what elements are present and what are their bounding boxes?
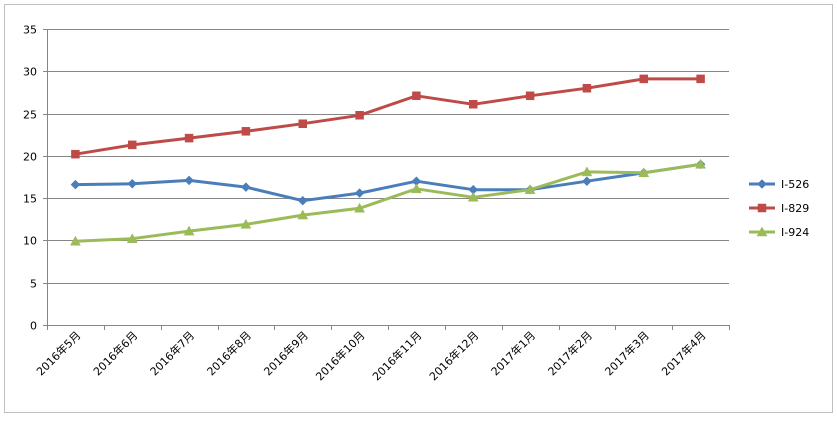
- data-point-I-829: [639, 74, 648, 84]
- data-point-I-924: [183, 225, 195, 236]
- legend-label: I-829: [781, 202, 809, 215]
- data-point-I-829: [128, 140, 137, 150]
- data-point-I-526: [241, 182, 251, 193]
- data-point-I-526: [297, 195, 308, 206]
- y-tick-label: 35: [23, 24, 37, 37]
- legend-item-I-924: I-924: [749, 226, 809, 239]
- data-point-I-829: [184, 133, 194, 143]
- y-tick-label: 15: [23, 193, 37, 206]
- data-point-I-924: [638, 167, 650, 178]
- data-point-I-829: [355, 111, 364, 120]
- data-point-I-829: [582, 83, 592, 93]
- series-I-829: [71, 74, 705, 159]
- data-point-I-526: [184, 175, 194, 186]
- legend-marker-I-829: [757, 203, 767, 213]
- data-point-I-924: [581, 166, 593, 177]
- legend-marker-I-526: [757, 179, 767, 189]
- data-point-I-924: [126, 233, 138, 243]
- data-point-I-526: [582, 176, 592, 187]
- data-point-I-829: [412, 91, 421, 101]
- legend-label: I-526: [781, 178, 809, 191]
- data-point-I-829: [696, 74, 705, 84]
- y-tick-label: 5: [30, 278, 37, 291]
- data-point-I-924: [695, 158, 707, 169]
- data-point-I-829: [71, 149, 80, 159]
- data-point-I-829: [525, 91, 535, 101]
- y-axis-tick-labels: 0 5 10 15 20 25 30 35: [23, 24, 37, 333]
- data-point-I-526: [70, 179, 81, 190]
- series-group: [69, 74, 707, 246]
- data-point-I-829: [469, 100, 478, 109]
- series-line-I-924: [73, 162, 703, 243]
- data-point-I-924: [69, 235, 81, 246]
- legend-item-I-829: I-829: [749, 202, 809, 215]
- data-point-I-924: [354, 202, 366, 213]
- data-point-I-829: [298, 119, 307, 128]
- data-point-I-924: [297, 209, 309, 220]
- data-point-I-924: [240, 218, 252, 229]
- chart-border: [4, 4, 833, 413]
- legend-label: I-924: [781, 226, 809, 239]
- legend: I-526 I-829 I-924: [749, 178, 809, 239]
- legend-item-I-526: I-526: [749, 178, 809, 191]
- data-point-I-526: [354, 188, 365, 198]
- data-point-I-924: [410, 183, 422, 194]
- data-point-I-924: [467, 191, 479, 202]
- legend-marker-I-924: [756, 226, 768, 237]
- y-tick-label: 20: [23, 151, 37, 164]
- y-tick-label: 25: [23, 109, 37, 122]
- series-line-I-829: [73, 77, 703, 156]
- data-point-I-924: [524, 184, 536, 194]
- y-tick-label: 30: [23, 66, 37, 79]
- axes: [43, 29, 730, 330]
- series-I-924: [69, 158, 707, 246]
- data-point-I-526: [127, 178, 138, 189]
- y-tick-label: 0: [30, 320, 37, 333]
- y-tick-label: 10: [23, 235, 37, 248]
- data-point-I-829: [241, 127, 251, 136]
- series-line-I-526: [73, 162, 703, 203]
